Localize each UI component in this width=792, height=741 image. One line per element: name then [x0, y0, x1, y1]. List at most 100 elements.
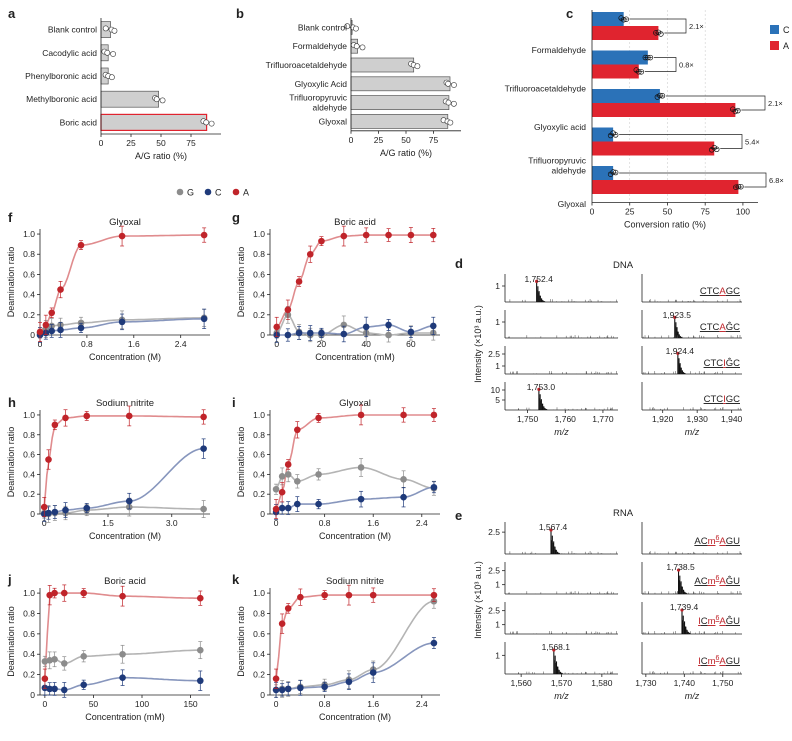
chart-k-point-c [284, 685, 292, 693]
chart-a-x-tick-label: 25 [126, 138, 136, 148]
chart-j-point-a [51, 589, 58, 597]
spectrum-d-sequence-fragment: CTC [704, 394, 724, 405]
chart-h-point-c [200, 445, 207, 452]
chart-f-point-a [42, 321, 50, 329]
chart-c-bar-a [592, 26, 659, 40]
chart-k-y-axis-label: Deamination ratio [236, 606, 246, 677]
chart-b-replicate-dot [450, 100, 457, 107]
spectrum-d-x-tick-label: 1,760 [555, 414, 577, 424]
chart-h-x-axis-label: Concentration (M) [89, 531, 161, 541]
chart-g-point-a [340, 232, 348, 240]
chart-g-point-a [362, 231, 370, 239]
chart-i-x-tick-label: 0.8 [319, 518, 331, 528]
chart-k-point-a [297, 593, 304, 601]
chart-g-point-a [407, 231, 415, 239]
legend-label-a: A [243, 188, 249, 198]
spectrum-e-peak-label: 1,739.4 [670, 602, 699, 612]
chart-i-y-tick-label: 1.0 [253, 410, 265, 420]
chart-c-bar-a [592, 103, 736, 117]
chart-c-fold-label: 2.1× [689, 22, 704, 31]
chart-f-point-a [200, 231, 208, 239]
spectrum-e-title: RNA [613, 508, 634, 519]
spectrum-d-sequence-fragment: GC [726, 394, 740, 405]
chart-c-x-tick-label: 50 [663, 207, 673, 217]
chart-g-y-tick-label: 0.8 [253, 249, 265, 259]
chart-k-point-c [321, 683, 328, 691]
chart-i-x-tick-label: 2.4 [416, 518, 428, 528]
chart-c-fold-bracket [644, 57, 677, 72]
chart-h-fit-curve-c [44, 447, 204, 515]
chart-c-replicate-dot [658, 31, 664, 37]
spectrum-d-x-tick-label: 1,930 [687, 414, 709, 424]
panel-label-g: g [232, 210, 240, 225]
spectrum-e-peak-marker [549, 528, 553, 532]
spectrum-e-sequence-fragment: m [708, 616, 716, 627]
chart-k-x-tick-label: 0 [274, 699, 279, 709]
chart-c-replicate-dot [735, 107, 741, 114]
chart-c-fold-bracket [619, 172, 767, 188]
chart-k-point-a [345, 591, 353, 599]
spectrum-e-sequence-fragment: A [719, 536, 726, 547]
chart-g-point-c [407, 328, 415, 336]
spectrum-d-y-tick-label: 5 [495, 395, 500, 405]
chart-g-point-c [429, 322, 437, 330]
chart-k-x-tick-label: 1.6 [367, 699, 379, 709]
spectrum-e-sequence-fragment: 6 [716, 575, 720, 582]
chart-f-point-c [77, 324, 85, 332]
chart-g-point-g [385, 331, 392, 339]
chart-f-y-tick-label: 0.2 [23, 310, 35, 320]
legend-dot-g [176, 188, 184, 196]
chart-f-y-tick-label: 0.4 [23, 290, 35, 300]
chart-g-point-g [340, 321, 348, 329]
spectrum-d-sequence-label: CTCIGC [704, 394, 741, 405]
chart-f-point-c [48, 327, 56, 335]
chart-c-category-label: Trifluoroacetaldehyde [505, 84, 587, 94]
spectrum-e-peak-marker [676, 568, 681, 572]
chart-i-point-a [430, 411, 438, 419]
spectrum-d-sequence-fragment: I [723, 394, 726, 405]
chart-c-legend-swatch-c [770, 25, 779, 34]
chart-i-point-a [278, 488, 286, 496]
spectrum-e-sequence-fragment: GU [726, 656, 740, 667]
chart-h-x-tick-label: 0 [42, 518, 47, 528]
chart-c-category-label: Trifluoropyruvic [528, 156, 587, 166]
chart-b-bar [350, 76, 451, 92]
chart-b-x-tick-label: 0 [349, 135, 354, 145]
spectrum-d-sequence-fragment: ĜC [726, 322, 740, 333]
chart-g-x-tick-label: 40 [361, 339, 371, 349]
chart-i-y-tick-label: 0.6 [253, 450, 265, 460]
chart-b-bar [350, 95, 450, 110]
chart-h-y-tick-label: 0.2 [23, 489, 35, 499]
chart-g-x-axis-label: Concentration (mM) [315, 352, 395, 362]
spectrum-d-title: DNA [613, 260, 634, 271]
chart-f-y-tick-label: 0.6 [23, 269, 35, 279]
chart-j-title: Boric acid [104, 576, 146, 587]
chart-f-x-tick-label: 2.4 [175, 339, 187, 349]
spectrum-e-x-tick-label: 1,730 [635, 678, 657, 688]
chart-k-point-a [278, 620, 286, 627]
spectrum-e-sequence-fragment: 6 [716, 535, 720, 542]
chart-h-point-c [51, 508, 59, 516]
chart-f-x-tick-label: 0.8 [81, 339, 93, 349]
chart-j-x-axis-label: Concentration (mM) [85, 712, 165, 722]
chart-i-point-g [294, 478, 301, 485]
chart-i-fit-curve-g [275, 466, 434, 490]
spectrum-e-sequence-fragment: A [719, 576, 726, 587]
chart-g-fit-curve-a [276, 234, 434, 328]
chart-b-replicate-dot [353, 43, 360, 50]
chart-i-point-a [284, 461, 292, 468]
chart-f-y-tick-label: 1.0 [23, 229, 35, 239]
chart-a-replicate-dot [111, 27, 118, 34]
chart-c-replicate-dot [612, 169, 619, 176]
spectrum-e-sequence-fragment: m [708, 576, 716, 587]
chart-b-category-label: Glyoxylic Acid [295, 79, 348, 89]
chart-c-x-tick-label: 25 [625, 207, 635, 217]
spectrum-d-peak-marker [535, 279, 539, 283]
chart-c-bar-a [592, 141, 715, 156]
chart-i-point-g [357, 464, 365, 471]
spectrum-d-peak-marker [673, 315, 677, 319]
chart-f-x-axis-label: Concentration (M) [89, 352, 161, 362]
chart-i-point-c [294, 500, 301, 508]
chart-b-x-tick-label: 75 [429, 135, 439, 145]
chart-c-bar-c [592, 12, 624, 26]
